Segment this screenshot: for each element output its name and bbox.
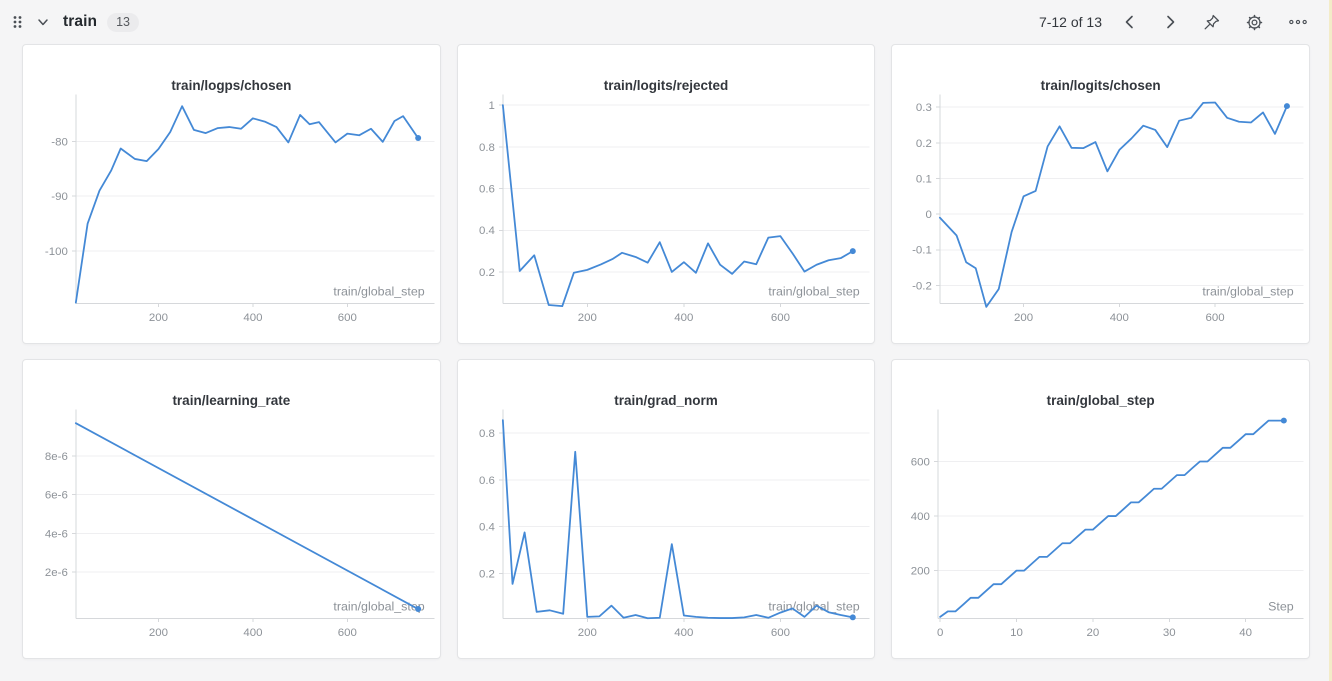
svg-text:0.2: 0.2 [479,568,495,580]
svg-text:1: 1 [488,100,494,112]
svg-text:0: 0 [926,209,932,221]
panel-count-badge: 13 [107,12,139,32]
svg-text:600: 600 [338,627,357,639]
svg-text:400: 400 [243,627,262,639]
svg-text:400: 400 [243,312,262,324]
svg-text:train/global_step: train/global_step [1203,284,1294,298]
chevron-down-icon[interactable] [35,14,51,30]
next-page-button[interactable] [1162,14,1178,30]
svg-text:4e-6: 4e-6 [45,528,68,540]
pagination-label: 7-12 of 13 [1038,14,1102,30]
svg-text:200: 200 [1014,312,1033,324]
panel-train-global-step: 200 400 600 0 10 20 30 40 Step train/global_step [891,359,1311,659]
pin-icon[interactable] [1202,13,1221,32]
overflow-menu-icon[interactable] [1288,14,1308,30]
svg-text:0.3: 0.3 [916,102,932,114]
svg-text:200: 200 [577,312,596,324]
svg-text:400: 400 [674,627,693,639]
svg-text:200: 200 [149,627,168,639]
svg-text:-0.2: -0.2 [912,280,932,292]
svg-text:train/global_step: train/global_step [333,599,424,613]
svg-text:train/global_step: train/global_step [333,284,424,298]
svg-text:0.6: 0.6 [479,475,495,487]
svg-text:Step: Step [1268,599,1294,613]
line-chart[interactable]: 0.2 0.4 0.6 0.8 200 400 600 train/global_step [458,360,875,658]
svg-text:0.8: 0.8 [479,428,495,440]
svg-text:8e-6: 8e-6 [45,451,68,463]
panel-train-grad-norm: 0.2 0.4 0.6 0.8 200 400 600 train/global_step t… [456,359,876,659]
line-chart[interactable]: 0.2 0.4 0.6 0.8 1 200 400 600 train/global_step [458,45,875,343]
prev-page-button[interactable] [1122,14,1138,30]
svg-text:6e-6: 6e-6 [45,490,68,502]
gear-icon[interactable] [1245,13,1264,32]
svg-text:0.2: 0.2 [916,138,932,150]
section-header: train 13 7-12 of 13 [0,0,1332,44]
svg-text:0.4: 0.4 [479,522,496,534]
section-title: train [63,13,98,30]
svg-text:20: 20 [1087,627,1100,639]
panel-train-logits-rejected: 0.2 0.4 0.6 0.8 1 200 400 600 train/global_step … [456,44,876,344]
drag-handle-icon[interactable] [10,14,25,30]
svg-text:400: 400 [911,511,930,523]
svg-text:600: 600 [771,312,790,324]
svg-text:2e-6: 2e-6 [45,567,68,579]
svg-text:400: 400 [674,312,693,324]
line-chart[interactable]: -0.2 -0.1 0 0.1 0.2 0.3 200 400 600 train/global_… [892,45,1309,343]
svg-text:-90: -90 [51,191,68,203]
svg-text:train/global_step: train/global_step [768,284,859,298]
svg-text:200: 200 [149,312,168,324]
svg-text:30: 30 [1163,627,1176,639]
panel-train-logps-chosen: -100 -90 -80 200 400 600 train/global_step tra… [22,44,441,344]
svg-text:0.1: 0.1 [916,173,932,185]
line-chart[interactable]: -100 -90 -80 200 400 600 train/global_step [23,45,440,343]
svg-text:0.6: 0.6 [479,184,495,196]
svg-text:0.2: 0.2 [479,267,495,279]
svg-text:600: 600 [338,312,357,324]
svg-text:-0.1: -0.1 [912,245,932,257]
svg-text:0.8: 0.8 [479,142,495,154]
svg-text:-100: -100 [45,246,68,258]
svg-text:10: 10 [1010,627,1023,639]
line-chart[interactable]: 2e-6 4e-6 6e-6 8e-6 200 400 600 train/global_st… [23,360,440,658]
svg-text:200: 200 [911,566,930,578]
window-edge-strip [1329,0,1332,681]
svg-text:train/global_step: train/global_step [768,599,859,613]
svg-text:0: 0 [937,627,943,639]
panel-train-learning-rate: 2e-6 4e-6 6e-6 8e-6 200 400 600 train/global_st… [22,359,441,659]
svg-text:600: 600 [1206,312,1225,324]
svg-text:-80: -80 [51,136,68,148]
panel-grid: -100 -90 -80 200 400 600 train/global_step tra… [0,44,1332,659]
line-chart[interactable]: 200 400 600 0 10 20 30 40 Step [892,360,1309,658]
panel-train-logits-chosen: -0.2 -0.1 0 0.1 0.2 0.3 200 400 600 train/global_… [891,44,1311,344]
svg-text:40: 40 [1240,627,1253,639]
svg-text:600: 600 [911,456,930,468]
svg-text:400: 400 [1110,312,1129,324]
svg-text:200: 200 [577,627,596,639]
svg-text:0.4: 0.4 [479,225,496,237]
svg-text:600: 600 [771,627,790,639]
